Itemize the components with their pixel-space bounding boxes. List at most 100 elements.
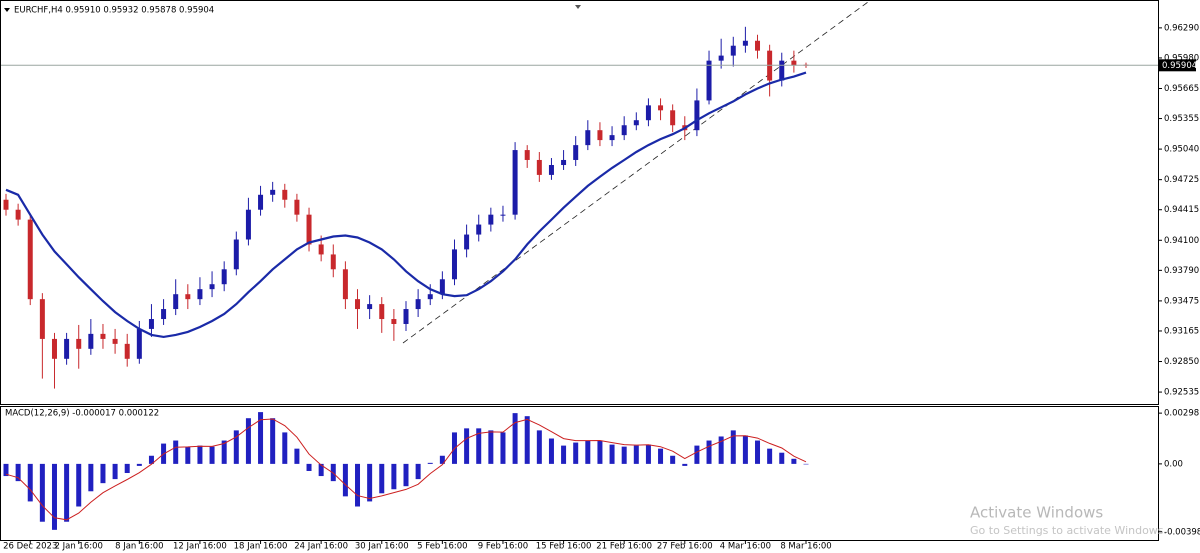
macd-bar bbox=[803, 463, 809, 465]
candle-body bbox=[524, 150, 530, 160]
macd-bar bbox=[112, 463, 118, 480]
y-tick-label: 0.92850 bbox=[1164, 357, 1199, 367]
macd-bar bbox=[512, 413, 518, 464]
signal-line bbox=[5, 418, 807, 521]
y-tick-label: 0.93790 bbox=[1164, 266, 1199, 276]
macd-bar bbox=[270, 418, 276, 464]
y-tick-label: -0.003987 bbox=[1164, 527, 1200, 537]
macd-bar bbox=[173, 440, 179, 464]
candle-body bbox=[427, 294, 433, 300]
moving-average bbox=[5, 71, 807, 339]
macd-bar bbox=[561, 445, 567, 464]
chart-title: EURCHF,H4 0.95910 0.95932 0.95878 0.9590… bbox=[14, 6, 214, 16]
candle-body bbox=[621, 125, 627, 136]
candle-body bbox=[451, 249, 457, 280]
y-tick-label: 0.94415 bbox=[1164, 205, 1199, 215]
macd-bar bbox=[148, 455, 154, 464]
candle-body bbox=[633, 120, 639, 126]
macd-bar bbox=[15, 463, 21, 482]
trend-line bbox=[402, 1, 869, 344]
candle-body bbox=[51, 338, 57, 359]
candle-body bbox=[245, 209, 251, 240]
candle-body bbox=[742, 40, 748, 46]
macd-bar bbox=[100, 463, 106, 484]
candle-body bbox=[64, 338, 70, 359]
x-tick-label: 24 Jan 16:00 bbox=[294, 542, 348, 552]
macd-bar bbox=[221, 440, 227, 464]
candle-body bbox=[76, 338, 82, 349]
macd-bar bbox=[391, 463, 397, 490]
candle-body bbox=[136, 328, 142, 359]
y-tick-label: 0.96290 bbox=[1164, 23, 1199, 33]
candle-body bbox=[403, 309, 409, 324]
macd-bar bbox=[51, 463, 57, 530]
macd-bar bbox=[791, 458, 797, 464]
candle-body bbox=[124, 343, 130, 359]
candle-body bbox=[645, 105, 651, 121]
candle-body bbox=[112, 338, 118, 344]
candle-body bbox=[173, 294, 179, 310]
x-tick-label: 18 Jan 16:00 bbox=[234, 542, 288, 552]
candle-body bbox=[791, 60, 797, 66]
y-tick-label: 0.00298 bbox=[1164, 409, 1199, 419]
candle-body bbox=[585, 130, 591, 146]
candle-body bbox=[306, 214, 312, 245]
x-tick-label: 30 Jan 16:00 bbox=[355, 542, 409, 552]
macd-bar bbox=[536, 430, 542, 464]
macd-bar bbox=[658, 448, 664, 464]
candle-body bbox=[355, 299, 361, 310]
macd-bar bbox=[742, 435, 748, 464]
y-tick-label: 0.93475 bbox=[1164, 296, 1199, 306]
price-panel bbox=[0, 0, 1159, 405]
last-price-label: 0.95904 bbox=[1162, 61, 1197, 71]
y-tick-label: 0.95665 bbox=[1164, 84, 1199, 94]
macd-bar bbox=[597, 440, 603, 464]
candle-body bbox=[258, 194, 264, 210]
y-tick-label: 0.95040 bbox=[1164, 145, 1199, 155]
x-tick-label: 12 Jan 16:00 bbox=[173, 542, 227, 552]
x-tick-label: 8 Mar 16:00 bbox=[780, 542, 831, 552]
macd-bar bbox=[294, 448, 300, 464]
macd-bar bbox=[585, 440, 591, 464]
macd-bar bbox=[76, 463, 82, 507]
candle-body bbox=[536, 159, 542, 175]
macd-bar bbox=[124, 463, 130, 474]
macd-bar bbox=[730, 430, 736, 464]
x-tick-label: 5 Feb 16:00 bbox=[417, 542, 467, 552]
x-tick-label: 8 Jan 16:00 bbox=[115, 542, 163, 552]
macd-bar bbox=[718, 436, 724, 464]
macd-bar bbox=[39, 463, 45, 522]
x-tick-label: 27 Feb 16:00 bbox=[657, 542, 713, 552]
shift-marker bbox=[575, 5, 581, 9]
x-tick-label: 4 Mar 16:00 bbox=[720, 542, 771, 552]
candle-body bbox=[500, 214, 506, 216]
macd-bar bbox=[355, 463, 361, 507]
y-tick-label: 0.93165 bbox=[1164, 326, 1199, 336]
macd-bar bbox=[573, 442, 579, 464]
candle-body bbox=[197, 289, 203, 300]
macd-bar bbox=[439, 455, 445, 464]
candle-body bbox=[209, 284, 215, 290]
candle-body bbox=[439, 279, 445, 295]
candle-body bbox=[464, 234, 470, 250]
macd-bar bbox=[367, 463, 373, 502]
macd-bar bbox=[318, 463, 324, 477]
candle-body bbox=[609, 135, 615, 141]
macd-bar bbox=[403, 463, 409, 487]
x-tick-label: 15 Feb 16:00 bbox=[536, 542, 592, 552]
macd-bar bbox=[427, 462, 433, 464]
macd-bar bbox=[609, 444, 615, 464]
y-tick-label: 0.95355 bbox=[1164, 114, 1199, 124]
macd-bar bbox=[136, 463, 142, 466]
x-tick-label: 26 Dec 2023 bbox=[3, 542, 57, 552]
macd-bar bbox=[342, 463, 348, 497]
macd-bar bbox=[464, 428, 470, 464]
macd-bar bbox=[476, 428, 482, 464]
candle-body bbox=[379, 304, 385, 320]
candle-body bbox=[779, 60, 785, 81]
candle-body bbox=[597, 130, 603, 141]
macd-bar bbox=[645, 444, 651, 464]
macd-bar bbox=[185, 446, 191, 464]
macd-panel bbox=[0, 406, 1159, 541]
